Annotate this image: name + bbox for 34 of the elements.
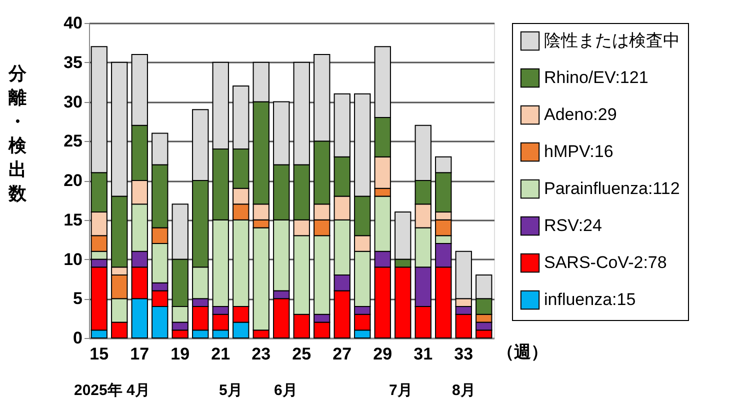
x-tick-label: 27	[332, 344, 352, 364]
text: 6月	[274, 382, 298, 399]
y-tick-label: 25	[64, 132, 82, 151]
x-axis-title: （週）	[497, 342, 548, 362]
x-tick-label: 25	[292, 344, 312, 364]
text: 5月	[219, 382, 242, 399]
y-tick-label: 35	[64, 52, 82, 72]
y-tick-label: 0	[73, 328, 82, 348]
y-tick-label: 15	[64, 210, 82, 230]
legend-label: Rhino/EV:121	[544, 68, 648, 87]
y-tick-label: 10	[64, 250, 82, 269]
y-axis-title: 分離・検出数	[8, 64, 28, 204]
x-tick-label: 21	[211, 344, 230, 364]
y-tick-label: 30	[64, 92, 82, 112]
text: 2025年 4月	[74, 382, 150, 399]
y-tick-label: 5	[73, 289, 82, 308]
legend-label: hMPV:16	[544, 142, 614, 161]
y-tick-label: 20	[64, 171, 82, 190]
legend-label: Adeno:29	[544, 105, 617, 124]
text: 7月	[389, 382, 412, 399]
x-tick-label: 19	[170, 344, 190, 364]
legend-label: RSV:24	[544, 216, 602, 235]
text: 8月	[452, 382, 476, 399]
x-tick-label: 15	[90, 344, 109, 364]
x-tick-label: 17	[130, 344, 150, 364]
x-tick-label: 23	[252, 344, 271, 364]
y-tick-label: 40	[64, 14, 82, 32]
legend-label: 陰性または検査中	[544, 31, 680, 50]
x-tick-label: 29	[373, 344, 392, 364]
x-tick-label: 31	[414, 344, 433, 364]
legend-label: Parainfluenza:112	[544, 179, 680, 198]
legend-label: influenza:15	[544, 290, 636, 309]
legend-label: SARS-CoV-2:78	[544, 253, 667, 272]
x-tick-label: 33	[454, 344, 474, 364]
